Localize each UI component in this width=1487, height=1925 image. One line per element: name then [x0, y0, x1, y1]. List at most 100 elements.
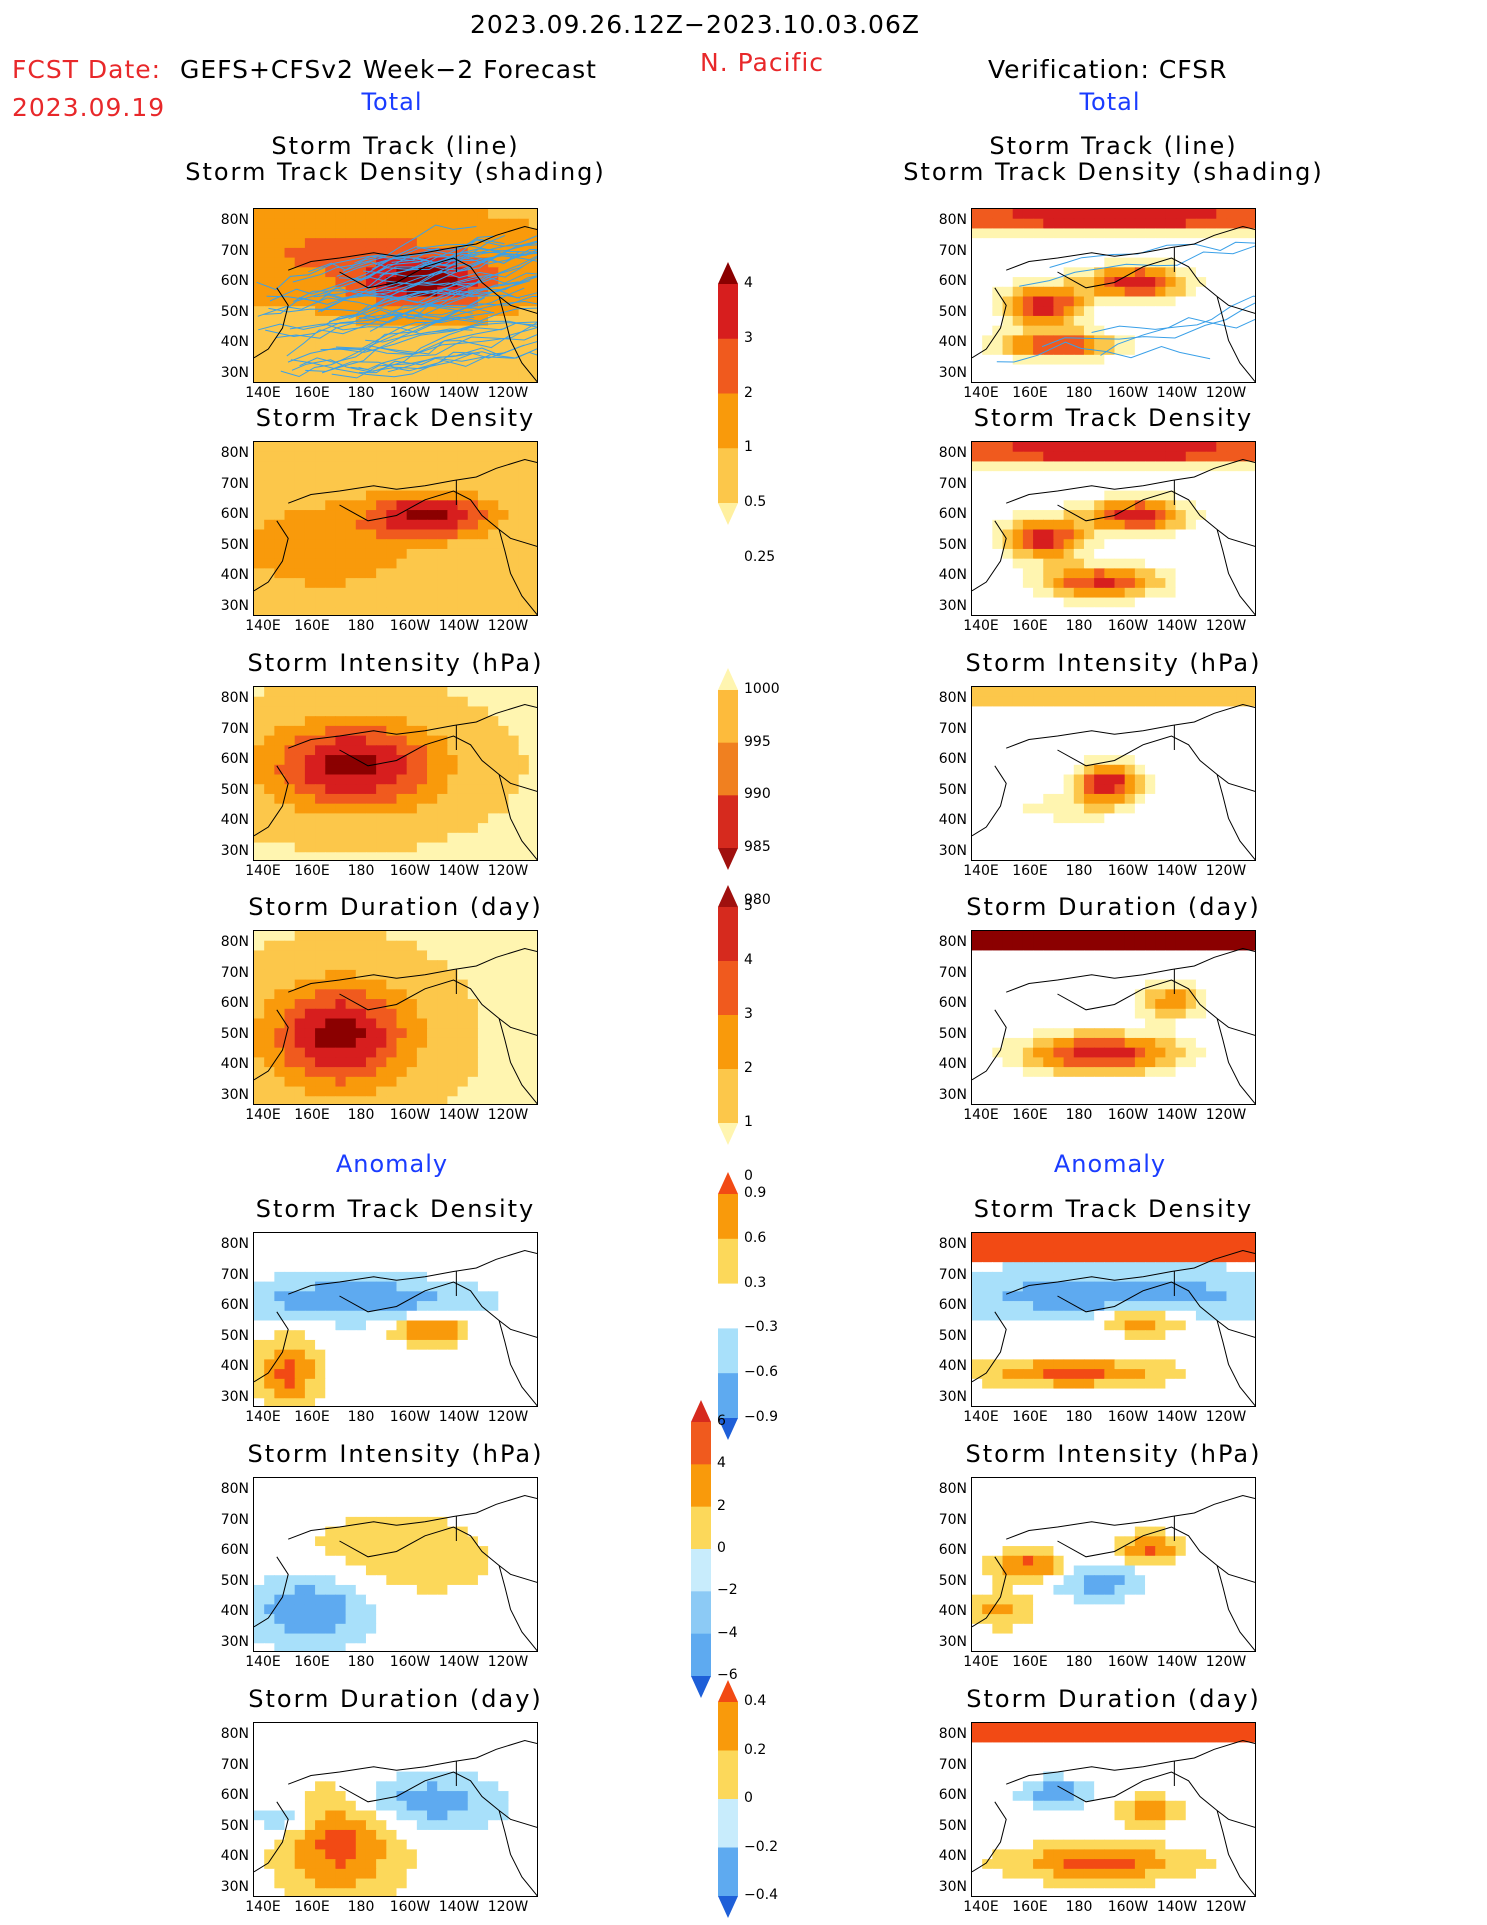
heatmap-cell — [982, 755, 993, 766]
heatmap-cell — [528, 1028, 537, 1039]
heatmap-cell — [457, 1262, 469, 1273]
heatmap-cell — [345, 1388, 357, 1399]
storm-track-line — [367, 248, 537, 285]
heatmap-cell — [1094, 969, 1105, 981]
heatmap-cell — [1246, 735, 1255, 746]
heatmap-cell — [365, 745, 377, 756]
heatmap-cell — [1216, 735, 1228, 746]
heatmap-cell — [264, 587, 275, 599]
heatmap-cell — [294, 745, 306, 756]
heatmap-cell — [457, 364, 469, 375]
heatmap-cell — [355, 480, 367, 492]
lon-tick-label: 120W — [487, 863, 529, 879]
heatmap-cell — [335, 725, 347, 737]
heatmap-cell — [1114, 1076, 1126, 1088]
heatmap-cell — [345, 1252, 357, 1263]
heatmap-cell — [1083, 442, 1095, 453]
heatmap-cell — [1236, 1037, 1248, 1049]
heatmap-cell — [1002, 228, 1014, 239]
storm-track-line — [348, 289, 537, 320]
heatmap-cell — [406, 480, 418, 492]
heatmap-cell — [416, 471, 428, 482]
lat-tick-label: 40N — [220, 334, 249, 351]
heatmap-cell — [1114, 852, 1126, 860]
heatmap-cell — [264, 1369, 275, 1380]
heatmap-cell — [972, 1252, 983, 1263]
heatmap-cell — [1124, 354, 1136, 366]
heatmap-cell — [1104, 735, 1116, 746]
heatmap-cell — [1236, 354, 1248, 366]
heatmap-cell — [447, 745, 459, 756]
heatmap-cell — [274, 267, 286, 278]
heatmap-cell — [498, 1271, 510, 1283]
heatmap-cell — [1216, 960, 1228, 971]
heatmap-cell — [1053, 1037, 1065, 1049]
heatmap-cell — [1053, 247, 1065, 259]
heatmap-cell — [294, 842, 306, 853]
heatmap-cell — [1002, 764, 1014, 776]
heatmap-cell — [1043, 228, 1055, 239]
heatmap-cell — [1114, 238, 1126, 249]
heatmap-cell — [325, 832, 337, 844]
heatmap-cell — [335, 755, 347, 766]
heatmap-cell — [1236, 510, 1248, 521]
heatmap-cell — [972, 529, 983, 540]
heatmap-cell — [498, 735, 510, 746]
heatmap-cell — [508, 529, 520, 540]
heatmap-cell — [284, 607, 296, 615]
heatmap-cell — [447, 852, 459, 860]
heatmap-cell — [264, 1057, 275, 1068]
heatmap-cell — [1185, 940, 1197, 952]
heatmap-cell — [254, 578, 265, 589]
heatmap-cell — [335, 1242, 347, 1254]
heatmap-cell — [1195, 1047, 1207, 1058]
heatmap-cell — [457, 529, 469, 540]
heatmap-cell — [1145, 354, 1156, 366]
heatmap-cell — [1246, 607, 1255, 615]
heatmap-cell — [1043, 1037, 1055, 1049]
heatmap-cell — [355, 277, 367, 288]
heatmap-cell — [284, 539, 296, 550]
heatmap-cell — [1053, 228, 1065, 239]
heatmap-cell — [447, 519, 459, 531]
heatmap-cell — [467, 451, 479, 463]
heatmap-cell — [1246, 558, 1255, 569]
heatmap-cell — [1134, 587, 1146, 599]
heatmap-cell — [406, 1008, 418, 1020]
heatmap-cell — [1226, 607, 1238, 615]
heatmap-cell — [1033, 1252, 1044, 1263]
heatmap-cell — [376, 793, 387, 805]
heatmap-cell — [1206, 1242, 1217, 1254]
heatmap-cell — [1185, 1271, 1197, 1283]
heatmap-cell — [304, 539, 316, 550]
heatmap-cell — [345, 706, 357, 717]
heatmap-cell — [335, 1378, 347, 1390]
heatmap-cell — [1246, 500, 1255, 511]
heatmap-cell — [1246, 228, 1255, 239]
heatmap-cell — [1246, 940, 1255, 952]
heatmap-cell — [1053, 451, 1065, 463]
heatmap-cell — [457, 706, 469, 717]
heatmap-cell — [1165, 247, 1177, 259]
heatmap-cell — [1124, 345, 1136, 356]
heatmap-cell — [274, 1096, 286, 1104]
heatmap-cell — [457, 852, 469, 860]
heatmap-cell — [1033, 1271, 1044, 1283]
heatmap-cell — [508, 1057, 520, 1068]
heatmap-cell — [335, 803, 347, 814]
heatmap-cell — [1206, 558, 1217, 569]
heatmap-cell — [1206, 539, 1217, 550]
heatmap-cell — [1216, 519, 1228, 531]
heatmap-cell — [1185, 1057, 1197, 1068]
heatmap-cell — [992, 1262, 1004, 1273]
heatmap-cell — [1155, 725, 1166, 737]
heatmap-cell — [386, 1291, 398, 1302]
heatmap-cell — [1165, 228, 1177, 239]
heatmap-cell — [1195, 471, 1207, 482]
heatmap-cell — [1002, 755, 1014, 766]
heatmap-cell — [1002, 793, 1014, 805]
heatmap-cell — [1216, 1047, 1228, 1058]
heatmap-cell — [254, 228, 265, 239]
lon-tick-label: 140E — [245, 863, 281, 879]
heatmap-cell — [477, 597, 489, 608]
